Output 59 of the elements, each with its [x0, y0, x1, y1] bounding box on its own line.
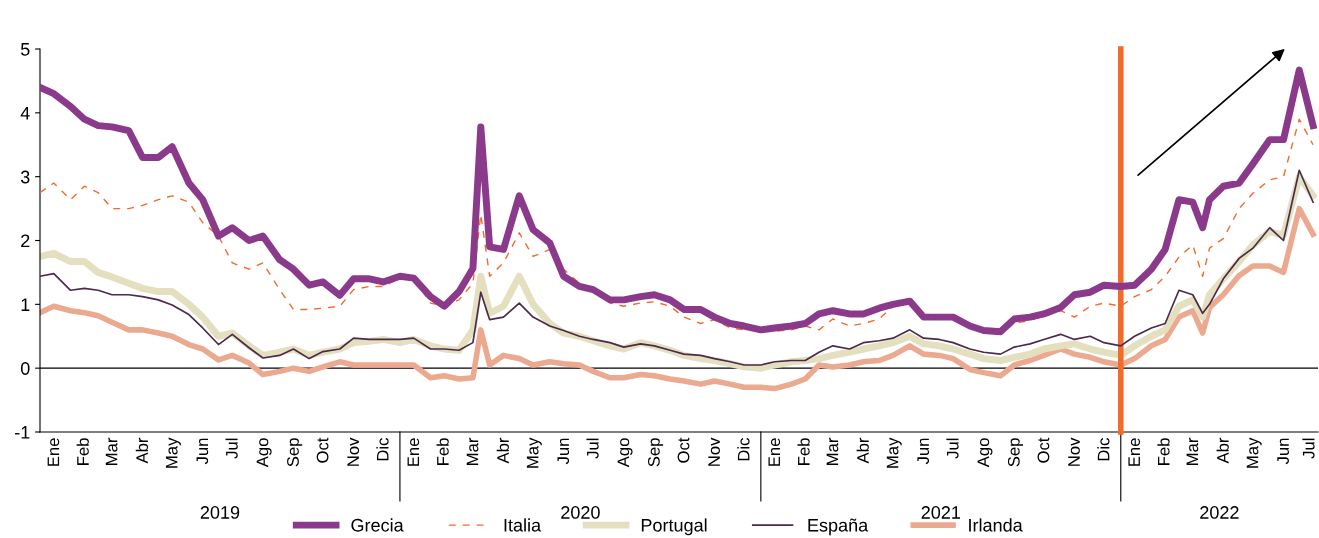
x-tick-label: Jul [225, 438, 238, 459]
y-tick-label: 0 [20, 362, 30, 375]
x-tick-label: Feb [1157, 438, 1170, 465]
x-tick-label: Nov [708, 437, 720, 466]
legend-label: Italia [504, 518, 542, 532]
x-tick-label: Jul [586, 438, 599, 459]
legend-label: España [808, 518, 869, 536]
legend-label: Portugal [641, 518, 707, 536]
x-tick-label: Mar [826, 437, 839, 465]
x-tick-label: Feb [436, 438, 449, 465]
x-tick-label: Jun [1277, 438, 1289, 465]
x-tick-label: Sep [1007, 438, 1024, 467]
x-tick-label: Dic [1097, 438, 1110, 461]
x-tick-label: Ene [1128, 438, 1141, 466]
y-tick-label: 2 [21, 234, 30, 248]
x-tick-label: Oct [677, 437, 690, 463]
x-tick-label: May [1246, 437, 1262, 468]
text: 2019 [200, 506, 240, 519]
x-tick-label: Jun [917, 438, 930, 465]
x-tick-label: Ene [47, 438, 60, 466]
text: 2020 [561, 506, 600, 519]
y-tick-label: -1 [15, 426, 30, 439]
x-tick-label: Nov [347, 437, 360, 466]
x-tick-label: Feb [76, 438, 89, 465]
x-tick-label: Oct [316, 437, 329, 463]
x-tick-label: Ago [617, 438, 633, 468]
legend-label: Irlanda [969, 518, 1023, 532]
x-tick-label: Mar [466, 437, 479, 465]
x-tick-label: Abr [1216, 437, 1229, 464]
y-tick-label: 5 [20, 43, 30, 56]
x-tick-label: Ago [977, 438, 993, 468]
y-tick-label: 3 [20, 170, 30, 184]
x-tick-label: Nov [1068, 437, 1080, 466]
x-tick-label: Abr [856, 437, 869, 464]
x-tick-label: Jul [946, 438, 959, 459]
text: 2021 [921, 506, 961, 519]
x-tick-label: Dic [376, 438, 389, 461]
x-tick-label: Jul [1302, 438, 1315, 459]
text: 2022 [1200, 506, 1239, 519]
x-tick-label: Ago [256, 438, 272, 468]
x-tick-label: Mar [1186, 437, 1199, 465]
x-tick-label: Abr [496, 437, 509, 464]
x-tick-label: Jun [196, 438, 209, 465]
x-tick-label: Oct [1037, 437, 1050, 463]
x-tick-label: May [165, 437, 181, 468]
legend-label: Grecia [351, 518, 404, 532]
y-tick-label: 4 [20, 106, 30, 120]
x-tick-label: May [886, 437, 902, 468]
x-tick-label: Sep [648, 438, 664, 467]
y-tick-label: 1 [21, 298, 30, 311]
x-tick-label: Ene [768, 438, 781, 466]
x-tick-label: Mar [105, 437, 118, 465]
x-tick-label: Dic [737, 438, 750, 461]
x-tick-label: Abr [135, 437, 149, 464]
x-tick-label: Sep [287, 438, 303, 467]
x-tick-label: Ene [407, 438, 420, 466]
x-tick-label: Jun [557, 438, 570, 465]
x-tick-label: May [526, 437, 542, 468]
x-tick-label: Feb [797, 438, 810, 465]
